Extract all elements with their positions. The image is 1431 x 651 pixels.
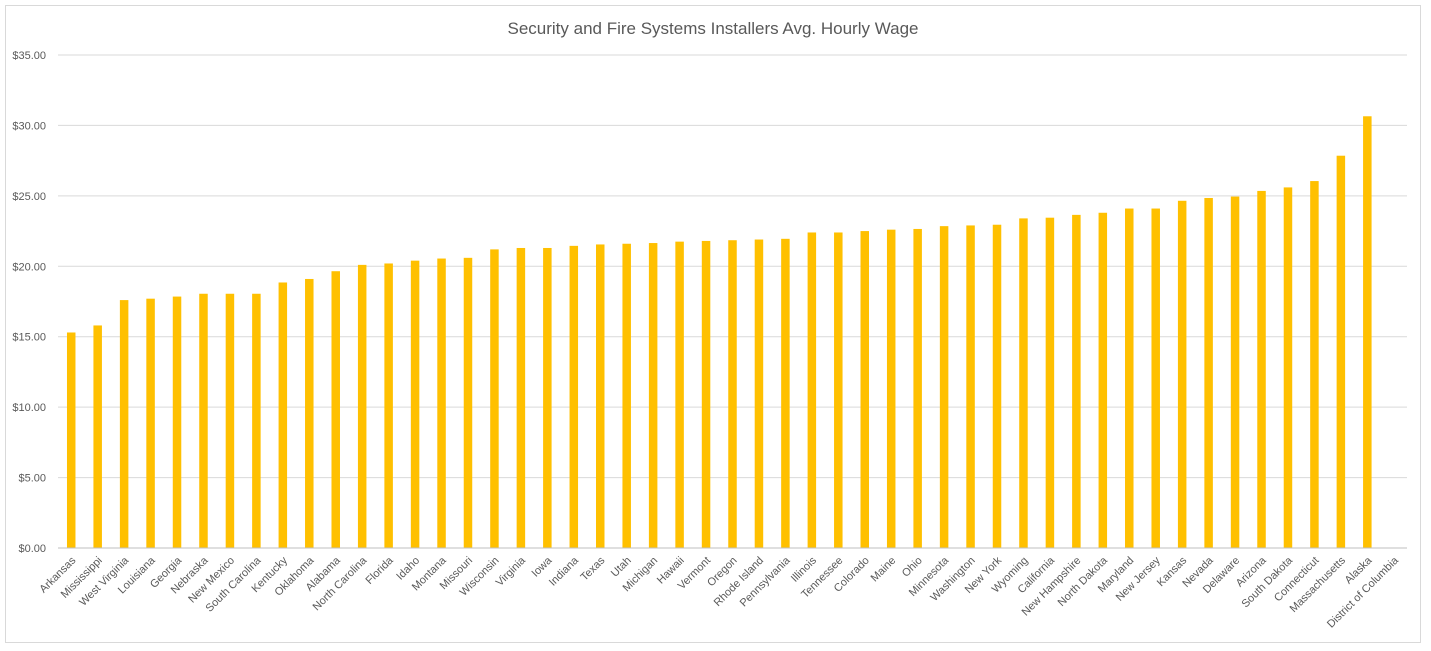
bar [913, 228, 922, 549]
x-tick-label: Texas [579, 554, 608, 583]
bar [1177, 200, 1187, 548]
y-tick-label: $0.00 [18, 543, 46, 555]
bar [119, 300, 129, 548]
bar [278, 282, 288, 548]
bar [966, 225, 975, 549]
x-tick-label: Indiana [547, 554, 582, 589]
bar [172, 296, 182, 548]
bar [331, 271, 340, 548]
chart-title: Security and Fire Systems Installers Avg… [508, 19, 919, 38]
bar [1098, 212, 1108, 548]
y-axis-tick-labels: $0.00 $5.00 $10.00 $15.00 $20.00 $25.00 $30.00… [12, 50, 46, 555]
y-tick-label: $25.00 [12, 191, 46, 203]
bar [384, 263, 393, 548]
bar [490, 249, 499, 548]
bar [860, 231, 870, 549]
y-tick-label: $5.00 [18, 473, 46, 485]
x-tick-label: Florida [363, 554, 396, 587]
bar [252, 293, 261, 548]
bar [305, 278, 314, 548]
bar [410, 260, 420, 548]
bar [225, 293, 235, 548]
bars [66, 116, 1372, 549]
bar [807, 232, 817, 549]
y-tick-label: $10.00 [12, 402, 46, 414]
bar [754, 239, 764, 548]
bar [728, 240, 737, 548]
y-tick-label: $35.00 [12, 50, 46, 62]
bar [1019, 218, 1028, 548]
bar [1336, 155, 1346, 548]
bar [1072, 214, 1081, 548]
bar [1125, 208, 1134, 548]
bar [463, 257, 473, 548]
bar [701, 240, 711, 548]
y-tick-label: $30.00 [12, 120, 46, 132]
bar [834, 232, 843, 549]
y-tick-label: $20.00 [12, 261, 46, 273]
bar [595, 244, 605, 548]
bar [357, 264, 367, 548]
bar [1151, 208, 1160, 548]
bar [543, 247, 552, 548]
bar [199, 293, 208, 548]
bar [1257, 190, 1266, 549]
bar [781, 238, 790, 548]
bar [516, 247, 526, 548]
bar [675, 241, 684, 548]
y-tick-label: $15.00 [12, 332, 46, 344]
bar [146, 298, 155, 548]
bar [939, 226, 949, 549]
bar [622, 243, 631, 548]
bar [1363, 116, 1372, 548]
x-tick-label: Virginia [494, 554, 529, 589]
bar [93, 325, 102, 548]
bar [66, 332, 76, 548]
bar [648, 243, 658, 548]
bar [1045, 217, 1055, 548]
bar [886, 229, 896, 549]
bar [1310, 181, 1319, 548]
bar [1283, 187, 1293, 549]
bar [437, 258, 446, 548]
x-tick-label: Maine [869, 555, 899, 585]
bar [1230, 196, 1240, 548]
bar [992, 224, 1002, 549]
bar [1204, 197, 1213, 548]
bar [569, 245, 579, 548]
